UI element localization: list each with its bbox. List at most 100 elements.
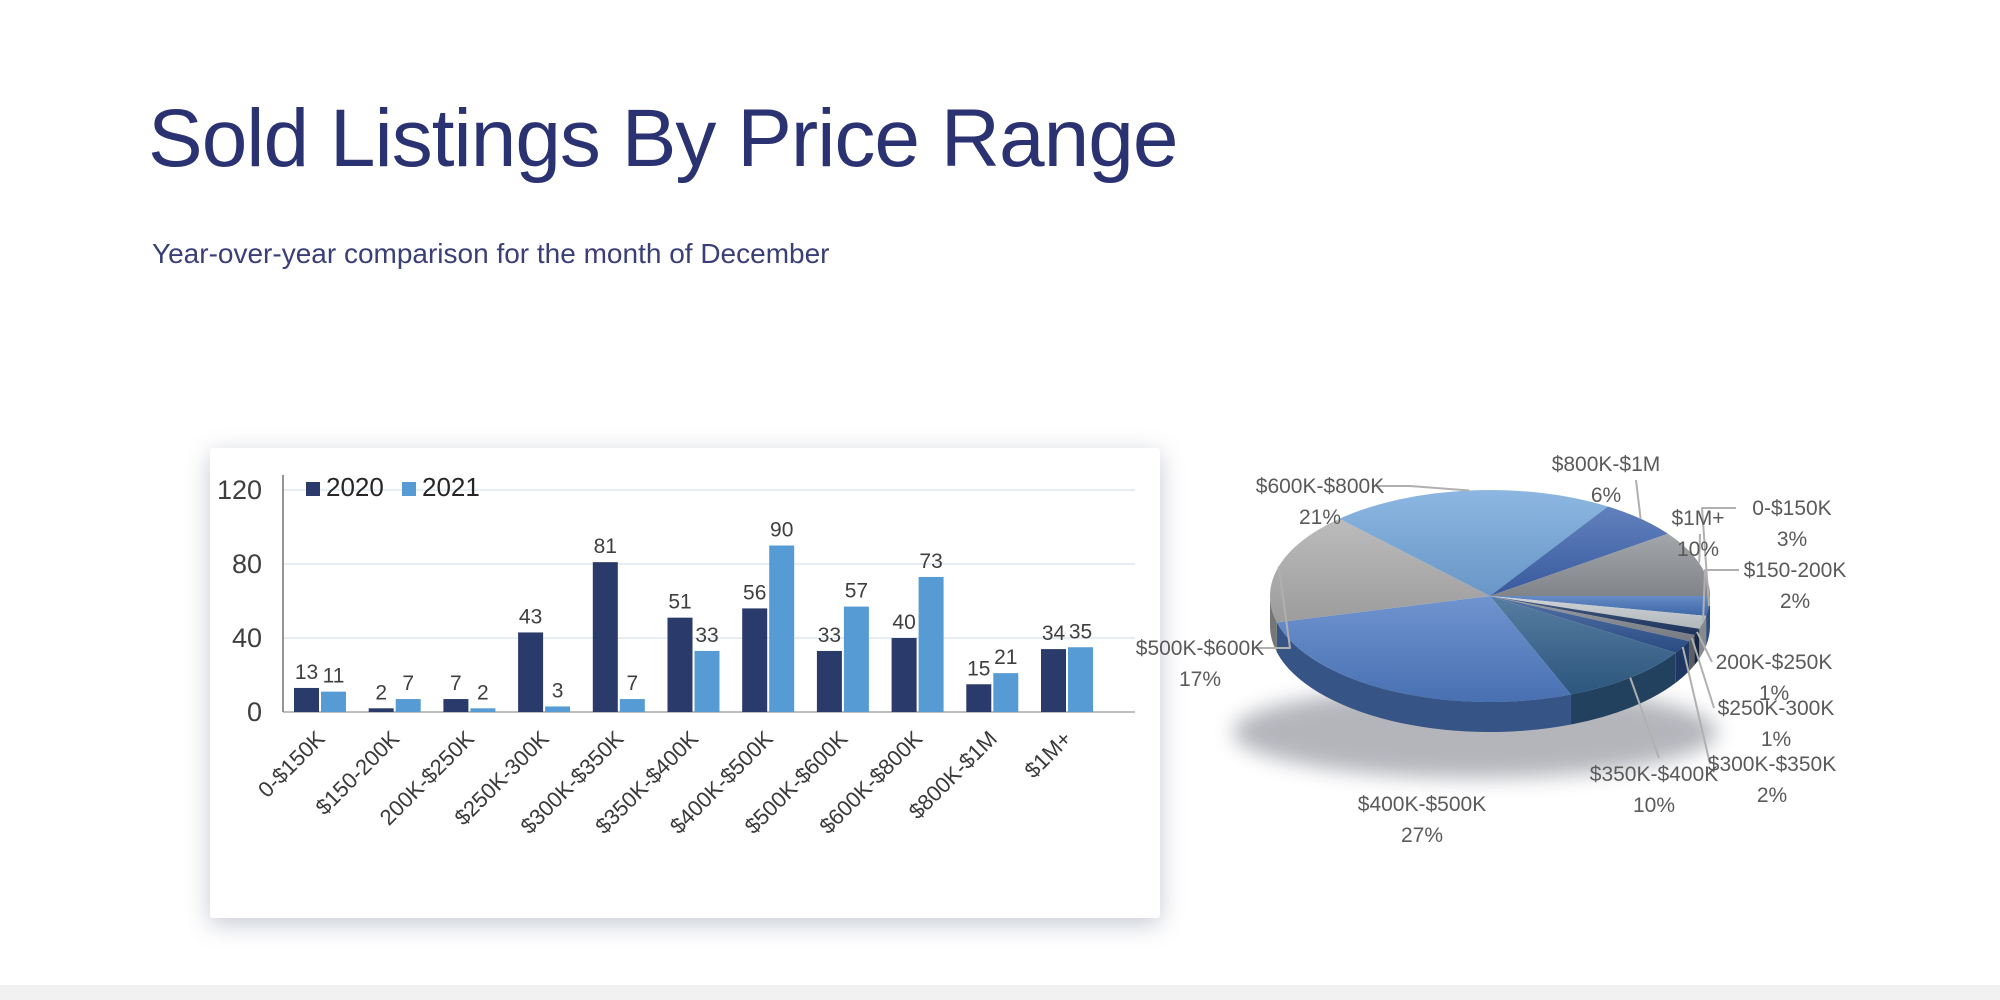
- bar-2020: [443, 699, 469, 712]
- pie-slice-pct: 10%: [1633, 794, 1675, 817]
- pie-slice-label: $350K-$400K: [1590, 763, 1718, 786]
- pie-slice-pct: 10%: [1677, 538, 1719, 561]
- bar-value-label: 11: [323, 665, 345, 688]
- bar-2021: [769, 545, 795, 712]
- bar-chart-card: 0 40 80 120 13 11 0-$150K 2 7 $150-200K 7 2 200K-$25…: [210, 448, 1160, 918]
- bar-value-label: 7: [402, 672, 414, 695]
- bar-value-label: 33: [818, 624, 841, 647]
- pie-slice-side: [1270, 596, 1277, 653]
- bar-value-label: 33: [695, 624, 718, 647]
- legend-swatch-2020: [306, 482, 320, 496]
- bar-2020: [816, 650, 842, 712]
- pie-slice-label: $500K-$600K: [1136, 637, 1264, 660]
- y-tick-label: 120: [217, 475, 262, 505]
- bar-value-label: 35: [1069, 620, 1092, 643]
- bar-value-label: 81: [594, 535, 617, 558]
- pie-slice-label: $800K-$1M: [1552, 453, 1661, 476]
- pie-leader-line: [1635, 479, 1642, 519]
- pie-slice-pct: 6%: [1591, 484, 1621, 507]
- pie-slice-pct: 17%: [1179, 668, 1221, 691]
- slide-bottom-edge: [0, 985, 2000, 1000]
- pie-slice-side: [1706, 596, 1710, 646]
- bar-2021: [321, 691, 346, 712]
- bar-value-label: 13: [295, 661, 318, 684]
- bar-value-label: 43: [519, 605, 542, 628]
- bar-2021: [918, 576, 944, 712]
- bar-value-label: 34: [1042, 622, 1066, 645]
- legend-label-2021: 2021: [422, 472, 480, 502]
- bar-2020: [742, 608, 768, 712]
- pie-slice-label: $250K-300K: [1718, 697, 1835, 720]
- bar-2020: [891, 638, 917, 712]
- pie-slice: [1490, 533, 1710, 596]
- y-tick-label: 80: [232, 549, 262, 579]
- pie-slice-side: [1570, 652, 1676, 725]
- pie-slice-pct: 3%: [1777, 528, 1807, 551]
- bar-value-label: 40: [892, 611, 915, 634]
- pie-leader-line: [1376, 485, 1470, 492]
- bar-value-label: 73: [919, 550, 942, 573]
- pie-slice-pct: 1%: [1761, 728, 1791, 751]
- bar-2021: [993, 673, 1019, 712]
- pie-slice: [1490, 596, 1700, 636]
- bar-value-label: 2: [375, 681, 387, 704]
- pie-leader-line: [1629, 677, 1660, 759]
- bar-value-label: 21: [994, 646, 1017, 669]
- y-tick-label: 0: [247, 697, 262, 727]
- pie-leader-line: [1696, 631, 1713, 663]
- pie-slice-label: $400K-$500K: [1358, 793, 1486, 816]
- pie-slice-pct: 27%: [1401, 824, 1443, 847]
- bar-2020: [294, 687, 319, 712]
- pie-slice-side: [1675, 641, 1690, 683]
- pie-leader-line: [1701, 507, 1736, 607]
- pie-slice-pct: 21%: [1299, 506, 1341, 529]
- bar-2021: [545, 706, 571, 712]
- legend-swatch-2021: [402, 482, 416, 496]
- pie-slice-label: $600K-$800K: [1256, 475, 1384, 498]
- pie-slice-label: $150-200K: [1744, 559, 1847, 582]
- pie-leader-line: [1256, 566, 1291, 649]
- pie-slice: [1339, 490, 1608, 596]
- pie-slice-label: $1M+: [1671, 507, 1724, 530]
- pie-slice-label: $300K-$350K: [1708, 753, 1836, 776]
- y-tick-label: 40: [232, 623, 262, 653]
- bar-2021: [843, 606, 869, 712]
- pie-slice: [1490, 596, 1695, 642]
- bar-2021: [395, 699, 421, 712]
- pie-slice: [1490, 596, 1690, 653]
- pie-leader-line: [1690, 637, 1715, 709]
- pie-slice: [1276, 596, 1571, 702]
- bar-2020: [592, 562, 618, 712]
- bar-value-label: 15: [967, 657, 990, 680]
- pie-slice: [1490, 596, 1676, 695]
- bar-2021: [694, 650, 720, 712]
- bar-2020: [368, 708, 394, 712]
- bar-value-label: 51: [668, 591, 691, 614]
- pie-leader-line: [1702, 569, 1739, 623]
- pie-slice-label: 0-$150K: [1752, 497, 1831, 520]
- pie-leader-line: [1681, 646, 1711, 765]
- bar-value-label: 7: [450, 672, 462, 695]
- pie-chart: 0-$150K 3% $150-200K 2% 200K-$250K 1% $250K-30…: [1050, 340, 2000, 880]
- bar-2021: [470, 708, 496, 712]
- pie-slice-pct: 2%: [1780, 590, 1810, 613]
- pie-slice-pct: 2%: [1757, 784, 1787, 807]
- legend-label-2020: 2020: [326, 472, 384, 502]
- pie-slice-pct: 1%: [1759, 682, 1789, 705]
- bar-2020: [966, 684, 992, 712]
- bar-value-label: 56: [743, 581, 766, 604]
- bar-value-label: 3: [552, 679, 564, 702]
- pie-slice: [1270, 518, 1490, 623]
- x-category-label: 0-$150K: [253, 726, 330, 803]
- pie-chart-svg: 0-$150K3%$150-200K2%200K-$250K1%$250K-30…: [1136, 453, 1847, 847]
- pie-leader-line: [1698, 533, 1701, 564]
- bar-value-label: 90: [770, 519, 793, 542]
- bar-2020: [667, 617, 693, 712]
- pie-slice-side: [1276, 622, 1571, 732]
- pie-slice-label: 200K-$250K: [1716, 651, 1833, 674]
- bar-value-label: 2: [477, 681, 489, 704]
- pie-slice: [1490, 596, 1710, 616]
- pie-slice: [1490, 506, 1668, 596]
